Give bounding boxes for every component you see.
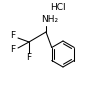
Text: HCl: HCl	[50, 4, 66, 12]
Text: F: F	[26, 53, 32, 62]
Text: NH₂: NH₂	[41, 15, 59, 24]
Text: F: F	[10, 45, 16, 54]
Text: F: F	[10, 31, 16, 40]
